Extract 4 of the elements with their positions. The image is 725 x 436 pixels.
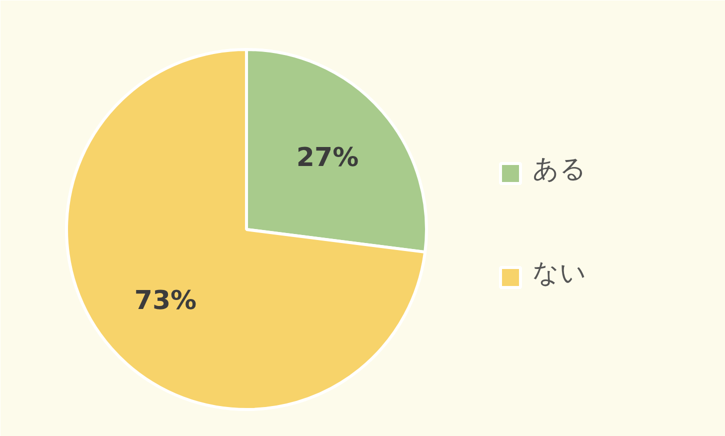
legend-label: ある: [532, 154, 586, 184]
data-label: 27%: [296, 143, 359, 174]
legend-label: ない: [532, 258, 586, 288]
data-label: 73%: [134, 286, 197, 316]
